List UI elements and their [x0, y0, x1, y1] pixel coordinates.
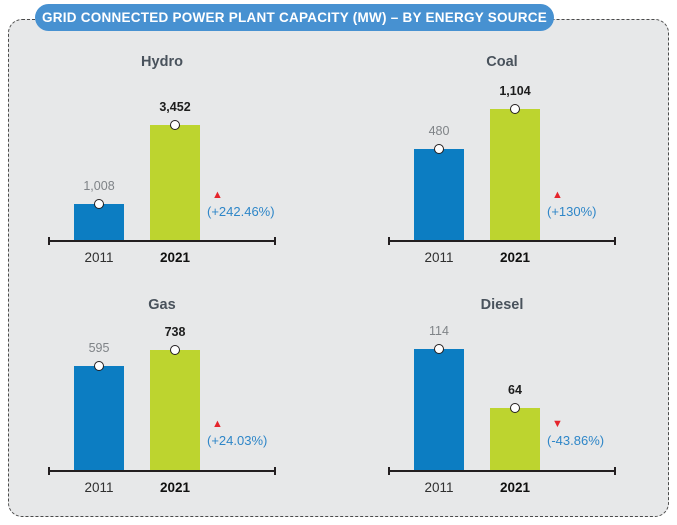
bar-2021: 64 [490, 383, 540, 470]
title-banner: GRID CONNECTED POWER PLANT CAPACITY (MW)… [35, 4, 554, 31]
trend-up-icon: ▲ [212, 418, 223, 430]
value-label-2011: 480 [428, 124, 450, 138]
change-percent: (+130%) [547, 204, 597, 219]
x-axis-labels: 2011 2021 [48, 480, 276, 498]
bar-2021: 3,452 [150, 100, 200, 240]
trend-indicator: ▼ (-43.86%) [547, 418, 605, 449]
tick-2011: 2011 [424, 250, 454, 265]
x-axis-labels: 2011 2021 [48, 250, 276, 268]
plot-area: 595 738 [48, 297, 276, 470]
x-axis [388, 467, 616, 475]
axis-end-tick [388, 467, 390, 475]
plot-area: 114 64 [388, 297, 616, 470]
chart-coal: Coal 480 1,104 ▲ (+130%) 2011 2021 [388, 54, 616, 279]
value-label-2021: 738 [164, 325, 186, 339]
trend-indicator: ▲ (+242.46%) [207, 189, 275, 220]
page-title: GRID CONNECTED POWER PLANT CAPACITY (MW)… [41, 10, 548, 25]
tick-2021: 2021 [499, 480, 531, 495]
trend-up-icon: ▲ [552, 189, 563, 201]
chart-hydro: Hydro 1,008 3,452 ▲ (+242.46%) 2011 2021 [48, 54, 276, 279]
tick-2011: 2011 [84, 250, 114, 265]
axis-end-tick [274, 467, 276, 475]
chart-gas: Gas 595 738 ▲ (+24.03%) 2011 2021 [48, 297, 276, 509]
change-percent: (+242.46%) [207, 204, 275, 219]
change-percent: (-43.86%) [547, 433, 605, 448]
bar-2011: 595 [74, 341, 124, 470]
bar-2011: 1,008 [74, 179, 124, 240]
value-label-2011: 595 [88, 341, 110, 355]
axis-end-tick [614, 467, 616, 475]
bar-marker-dot [94, 199, 104, 209]
trend-indicator: ▲ (+24.03%) [207, 418, 268, 449]
value-label-2021: 3,452 [159, 100, 191, 114]
bar-marker-dot [170, 345, 180, 355]
plot-area: 1,008 3,452 [48, 54, 276, 240]
tick-2021: 2021 [159, 250, 191, 265]
chart-title: Diesel [480, 297, 524, 313]
tick-2021: 2021 [159, 480, 191, 495]
bar-marker-dot [434, 144, 444, 154]
value-label-2011: 114 [429, 324, 449, 338]
bar-marker-dot [510, 403, 520, 413]
x-axis [48, 467, 276, 475]
x-axis [48, 237, 276, 245]
trend-up-icon: ▲ [212, 189, 223, 201]
value-label-2021: 64 [508, 383, 522, 397]
tick-2011: 2011 [424, 480, 454, 495]
change-percent: (+24.03%) [207, 433, 268, 448]
x-axis [388, 237, 616, 245]
value-label-2011: 1,008 [83, 179, 115, 193]
axis-end-tick [48, 467, 50, 475]
trend-indicator: ▲ (+130%) [547, 189, 597, 220]
bar-marker-dot [434, 344, 444, 354]
chart-diesel: Diesel 114 64 ▼ (-43.86%) 2011 2021 [388, 297, 616, 509]
bar-2021: 738 [150, 325, 200, 470]
axis-end-tick [388, 237, 390, 245]
trend-down-icon: ▼ [552, 418, 563, 430]
bar-2011: 480 [414, 124, 464, 240]
bar-2021: 1,104 [490, 84, 540, 240]
plot-area: 480 1,104 [388, 54, 616, 240]
value-label-2021: 1,104 [499, 84, 531, 98]
axis-end-tick [48, 237, 50, 245]
axis-end-tick [274, 237, 276, 245]
tick-2011: 2011 [84, 480, 114, 495]
bar-marker-dot [170, 120, 180, 130]
chart-title: Gas [148, 297, 176, 313]
bar-2011: 114 [414, 324, 464, 470]
bar-marker-dot [94, 361, 104, 371]
axis-end-tick [614, 237, 616, 245]
x-axis-labels: 2011 2021 [388, 480, 616, 498]
chart-title: Coal [486, 54, 518, 70]
tick-2021: 2021 [499, 250, 531, 265]
chart-title: Hydro [141, 54, 183, 70]
bar-marker-dot [510, 104, 520, 114]
x-axis-labels: 2011 2021 [388, 250, 616, 268]
